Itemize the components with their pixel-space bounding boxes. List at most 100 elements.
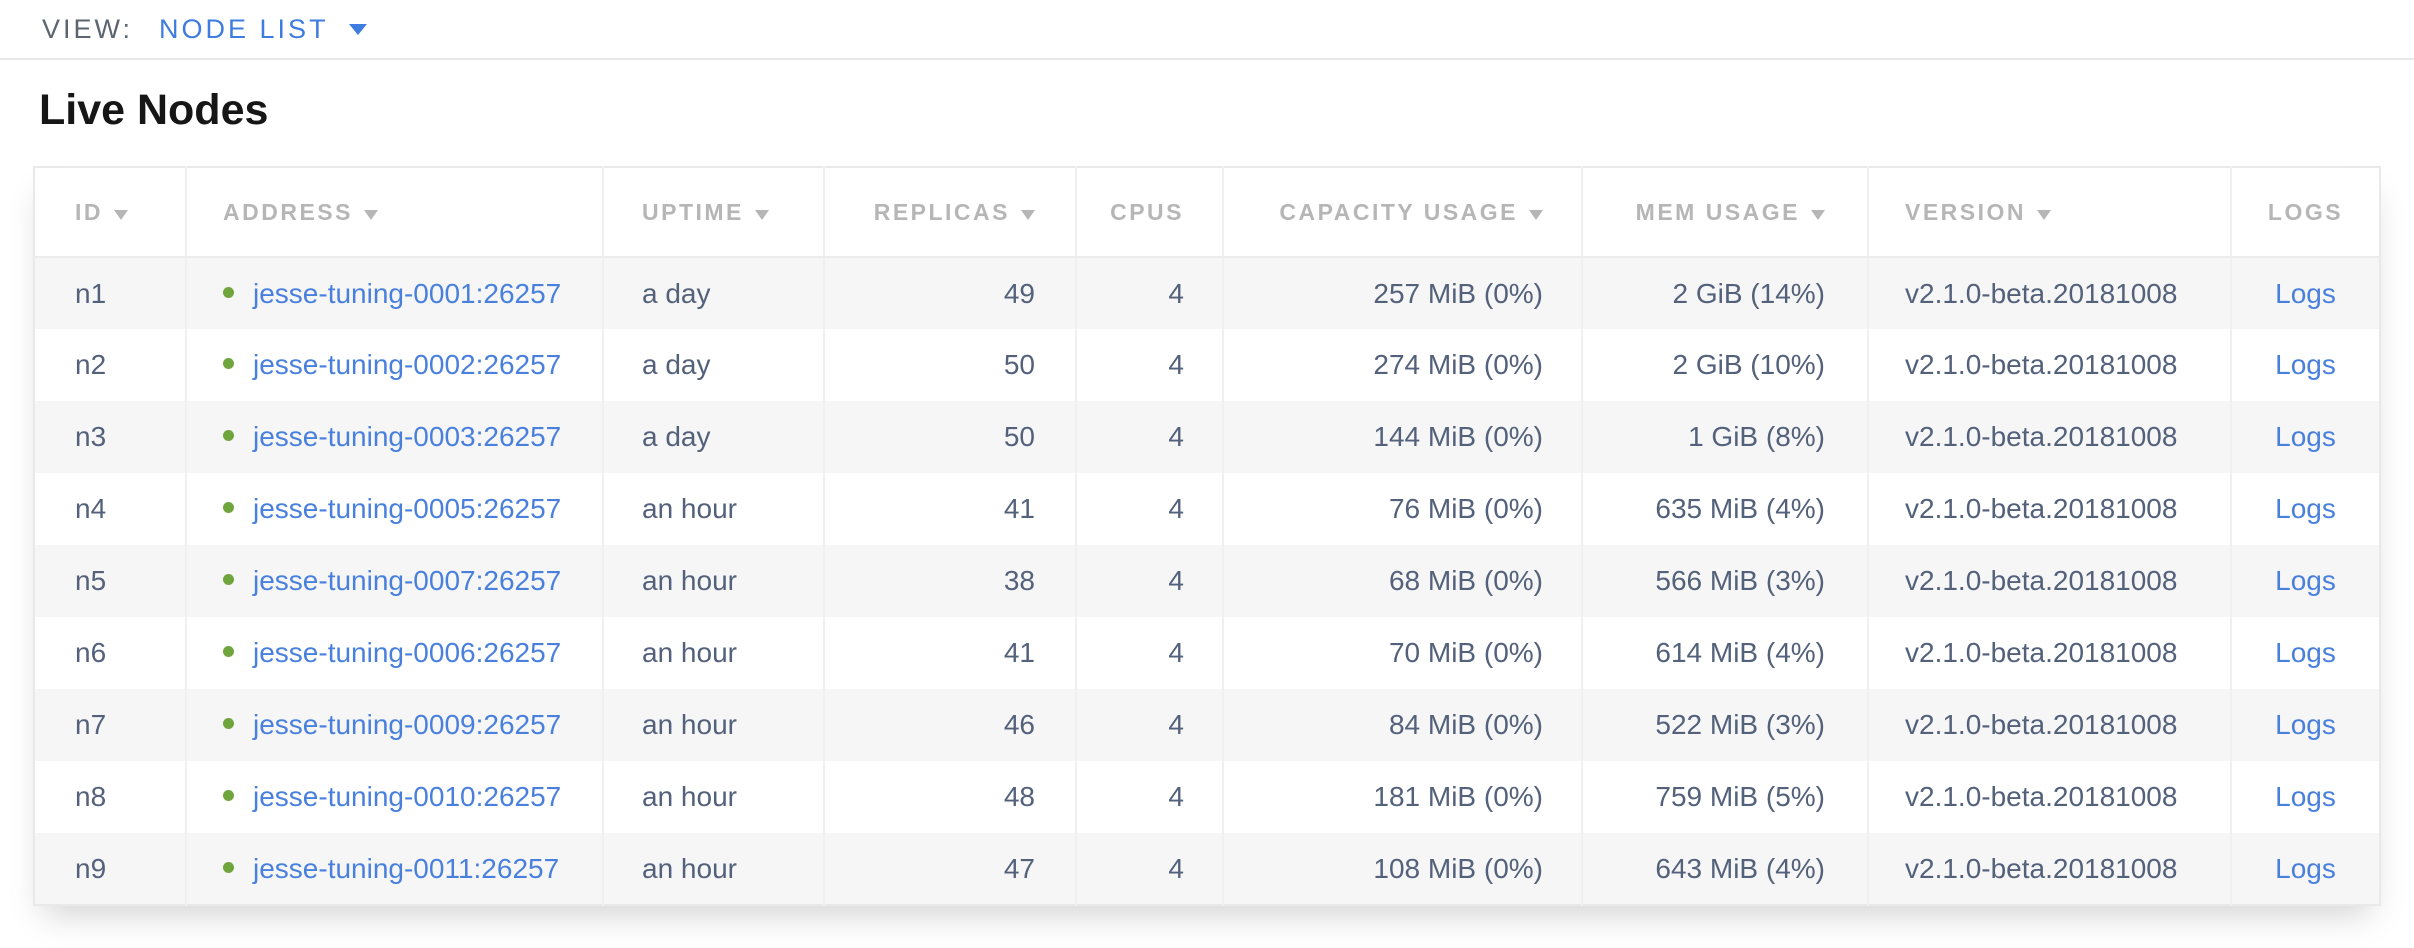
live-status-dot-icon [223,502,234,514]
column-header-capacity-usage[interactable]: CAPACITY USAGE [1223,167,1583,258]
sort-descending-icon [2037,209,2052,220]
node-version-cell: v2.1.0-beta.20181008 [1868,689,2232,761]
node-address-cell: jesse-tuning-0005:26257 [186,473,604,545]
node-id-cell: n1 [34,257,187,329]
node-mem-usage-cell: 759 MiB (5%) [1582,761,1869,833]
view-dropdown-value: NODE LIST [159,13,329,44]
node-address-link[interactable]: jesse-tuning-0010:26257 [253,781,562,812]
node-logs-cell: Logs [2231,473,2380,545]
node-uptime-cell: a day [603,257,825,329]
node-capacity-usage-cell: 68 MiB (0%) [1223,545,1583,617]
table-row: n7 jesse-tuning-0009:26257 an hour 46 4 … [34,689,2380,761]
node-capacity-usage-cell: 181 MiB (0%) [1223,761,1583,833]
node-address-link[interactable]: jesse-tuning-0002:26257 [253,349,562,380]
logs-link[interactable]: Logs [2275,852,2336,884]
node-capacity-usage-cell: 108 MiB (0%) [1223,833,1583,905]
node-uptime-cell: an hour [603,473,825,545]
logs-link[interactable]: Logs [2275,421,2336,452]
live-status-dot-icon [223,358,234,370]
node-address-link[interactable]: jesse-tuning-0003:26257 [253,421,562,452]
table-row: n3 jesse-tuning-0003:26257 a day 50 4 14… [34,401,2380,473]
logs-link[interactable]: Logs [2275,709,2336,740]
table-row: n9 jesse-tuning-0011:26257 an hour 47 4 … [34,833,2380,905]
node-uptime-cell: an hour [603,833,825,905]
node-replicas-cell: 41 [824,473,1077,545]
node-cpus-cell: 4 [1076,401,1224,473]
table-row: n1 jesse-tuning-0001:26257 a day 49 4 25… [34,257,2380,329]
column-header-logs: LOGS [2231,167,2380,258]
view-label: VIEW: [42,13,134,44]
node-address-link[interactable]: jesse-tuning-0011:26257 [253,852,560,884]
node-id-cell: n3 [34,401,187,473]
column-header-replicas[interactable]: REPLICAS [824,167,1077,258]
node-replicas-cell: 38 [824,545,1077,617]
node-address-link[interactable]: jesse-tuning-0007:26257 [253,565,562,596]
node-cpus-cell: 4 [1076,257,1224,329]
node-cpus-cell: 4 [1076,761,1224,833]
logs-link[interactable]: Logs [2275,493,2336,524]
column-header-label: CAPACITY USAGE [1279,198,1518,225]
node-replicas-cell: 47 [824,833,1077,905]
logs-link[interactable]: Logs [2275,781,2336,812]
node-mem-usage-cell: 1 GiB (8%) [1582,401,1869,473]
table-row: n4 jesse-tuning-0005:26257 an hour 41 4 … [34,473,2380,545]
node-address-cell: jesse-tuning-0003:26257 [186,401,604,473]
node-cpus-cell: 4 [1076,545,1224,617]
node-replicas-cell: 46 [824,689,1077,761]
live-status-dot-icon [223,861,234,873]
node-replicas-cell: 50 [824,329,1077,401]
column-header-address[interactable]: ADDRESS [186,167,604,258]
node-uptime-cell: a day [603,329,825,401]
logs-link[interactable]: Logs [2275,277,2336,309]
node-logs-cell: Logs [2231,329,2380,401]
node-address-link[interactable]: jesse-tuning-0001:26257 [253,277,562,309]
table-row: n2 jesse-tuning-0002:26257 a day 50 4 27… [34,329,2380,401]
column-header-id[interactable]: ID [34,167,187,258]
logs-link[interactable]: Logs [2275,637,2336,668]
node-logs-cell: Logs [2231,617,2380,689]
node-address-link[interactable]: jesse-tuning-0006:26257 [253,637,562,668]
node-capacity-usage-cell: 70 MiB (0%) [1223,617,1583,689]
node-address-link[interactable]: jesse-tuning-0005:26257 [253,493,562,524]
column-header-label: MEM USAGE [1635,198,1800,225]
node-capacity-usage-cell: 84 MiB (0%) [1223,689,1583,761]
live-status-dot-icon [223,646,234,658]
node-logs-cell: Logs [2231,257,2380,329]
logs-link[interactable]: Logs [2275,565,2336,596]
node-address-cell: jesse-tuning-0011:26257 [186,833,604,905]
column-header-label: LOGS [2267,198,2344,225]
node-id-cell: n5 [34,545,187,617]
node-cpus-cell: 4 [1076,617,1224,689]
node-capacity-usage-cell: 76 MiB (0%) [1223,473,1583,545]
node-mem-usage-cell: 522 MiB (3%) [1582,689,1869,761]
logs-link[interactable]: Logs [2275,349,2336,380]
node-cpus-cell: 4 [1076,473,1224,545]
node-version-cell: v2.1.0-beta.20181008 [1868,761,2232,833]
column-header-mem-usage[interactable]: MEM USAGE [1582,167,1869,258]
node-id-cell: n8 [34,761,187,833]
live-status-dot-icon [223,430,234,442]
chevron-down-icon [348,23,367,35]
column-header-version[interactable]: VERSION [1868,167,2232,258]
column-header-label: VERSION [1905,198,2027,225]
column-header-label: ID [75,198,103,225]
page-content: Live Nodes ID ADDRESS UPTIME REPLICAS CP… [0,85,2414,906]
sort-descending-icon [1529,209,1543,220]
node-logs-cell: Logs [2231,761,2380,833]
node-uptime-cell: an hour [603,617,825,689]
node-uptime-cell: an hour [603,761,825,833]
view-dropdown[interactable]: NODE LIST [159,14,367,45]
node-capacity-usage-cell: 144 MiB (0%) [1223,401,1583,473]
node-uptime-cell: an hour [603,689,825,761]
page-title: Live Nodes [39,86,269,134]
node-address-link[interactable]: jesse-tuning-0009:26257 [253,709,562,740]
column-header-uptime[interactable]: UPTIME [603,167,825,258]
column-header-cpus: CPUS [1076,167,1224,258]
node-mem-usage-cell: 614 MiB (4%) [1582,617,1869,689]
node-id-cell: n7 [34,689,187,761]
node-id-cell: n4 [34,473,187,545]
node-cpus-cell: 4 [1076,329,1224,401]
sort-descending-icon [754,209,769,220]
node-logs-cell: Logs [2231,833,2380,905]
node-cpus-cell: 4 [1076,833,1224,905]
